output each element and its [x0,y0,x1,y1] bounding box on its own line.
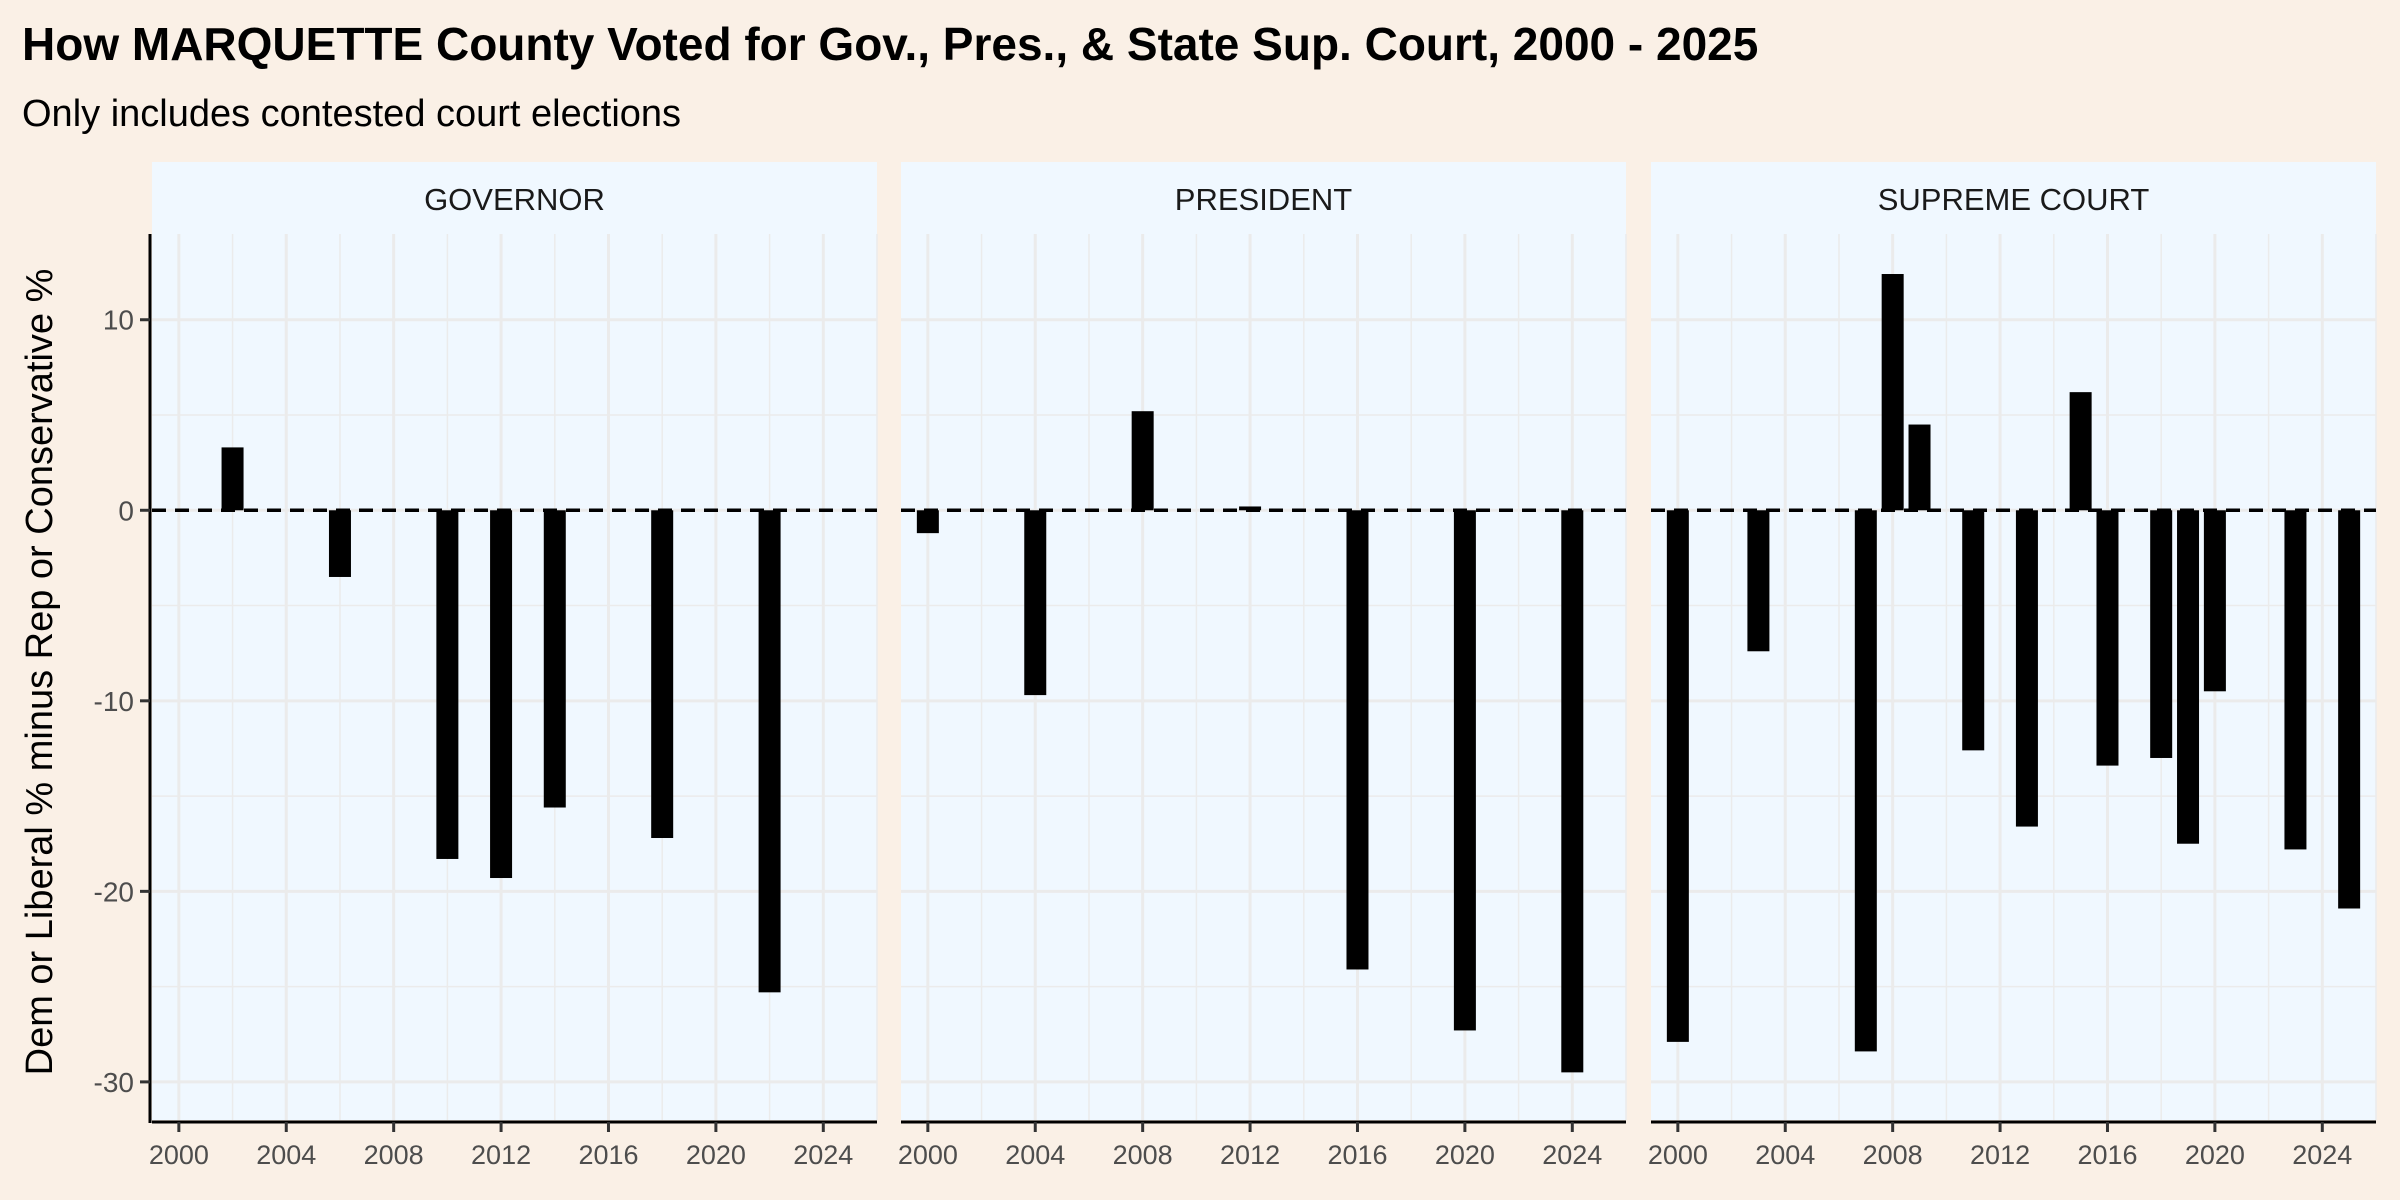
bar [758,510,781,993]
x-tick-label: 2012 [471,1140,531,1170]
x-tick-label: 2008 [1863,1140,1923,1170]
facet-strip-label: SUPREME COURT [1878,182,2150,217]
facet-strip [1651,162,2376,234]
x-tick-label: 2020 [2185,1140,2245,1170]
x-tick-label: 2000 [149,1140,209,1170]
facet-strip [152,162,877,234]
y-tick-label: -10 [94,686,134,717]
y-axis-label: Dem or Liberal % minus Rep or Conservati… [19,269,61,1076]
bar [1453,510,1476,1031]
facet-strip [901,162,1626,234]
x-tick-label: 2016 [2077,1140,2137,1170]
bar [2150,510,2173,758]
y-tick-label: -20 [94,876,134,907]
bar [916,510,939,534]
x-tick-label: 2020 [686,1140,746,1170]
x-tick-label: 2008 [1113,1140,1173,1170]
facet-strip-label: GOVERNOR [424,182,605,217]
bar [1881,274,1904,511]
panel-background [1651,234,2376,1120]
bar [328,510,351,577]
bar [1747,510,1770,652]
bar [1854,510,1877,1052]
x-tick-label: 2024 [793,1140,853,1170]
bar [543,510,566,808]
x-tick-label: 2004 [256,1140,316,1170]
bar [436,510,459,859]
chart-subtitle: Only includes contested court elections [22,93,681,135]
x-tick-label: 2012 [1220,1140,1280,1170]
facet-panel-supreme-court: SUPREME COURT 2000 2004 2008 2012 2016 2020 202… [1648,162,2377,1170]
x-tick-label: 2004 [1005,1140,1065,1170]
facet-panel-governor: GOVERNOR 2000 2004 2008 2012 2016 2020 2024 [149,162,878,1170]
facet-panel-president: PRESIDENT 2000 2004 2008 2012 2016 2020 2024 [898,162,1627,1170]
x-tick-label: 2012 [1970,1140,2030,1170]
bar [2096,510,2119,766]
bar [2284,510,2307,850]
panel-background [152,234,877,1120]
x-tick-label: 2020 [1435,1140,1495,1170]
bar [1131,411,1154,511]
bar [1239,506,1262,511]
y-tick-label: 0 [118,495,134,526]
x-tick-label: 2004 [1755,1140,1815,1170]
panel-background [901,234,1626,1120]
x-tick-label: 2024 [2292,1140,2352,1170]
y-tick-label: -30 [94,1067,134,1098]
x-tick-label: 2024 [1542,1140,1602,1170]
bar [2203,510,2226,692]
bar [2015,510,2038,827]
x-tick-label: 2016 [1327,1140,1387,1170]
bar [221,447,244,511]
bar [2338,510,2361,909]
bar [1346,510,1369,970]
bar [1561,510,1584,1073]
x-tick-label: 2016 [578,1140,638,1170]
x-tick-label: 2000 [898,1140,958,1170]
chart-title: How MARQUETTE County Voted for Gov., Pre… [22,18,1758,70]
bar [1666,510,1689,1042]
bar [2177,510,2200,844]
bar [1908,424,1931,511]
bar [2069,392,2092,511]
bar [651,510,674,839]
bar [1024,510,1047,696]
y-tick-label: 10 [103,305,134,336]
x-tick-label: 2000 [1648,1140,1708,1170]
facet-strip-label: PRESIDENT [1175,182,1352,217]
bar [490,510,513,879]
x-tick-label: 2008 [364,1140,424,1170]
bar [1962,510,1985,751]
